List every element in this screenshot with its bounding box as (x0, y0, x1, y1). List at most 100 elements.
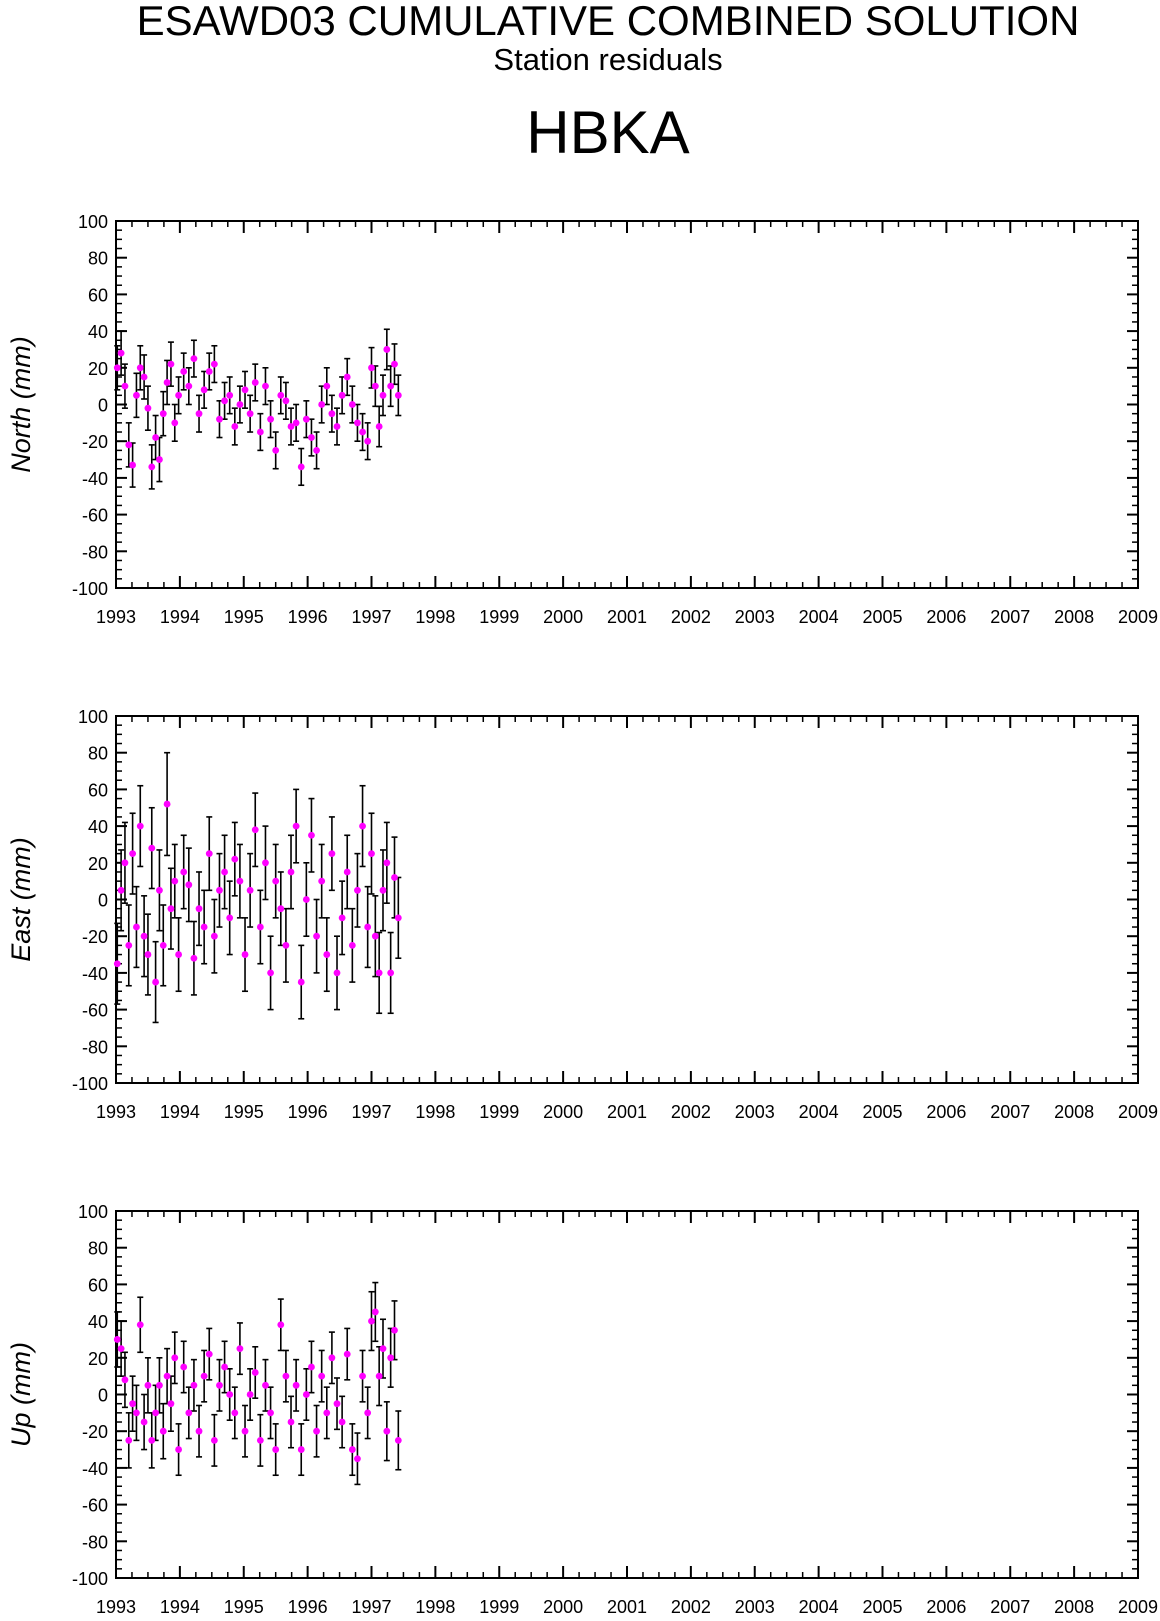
north-x-tick-label: 1997 (351, 607, 391, 627)
up-x-tick-label: 2005 (862, 1597, 902, 1617)
east-x-tick-label: 2009 (1118, 1102, 1158, 1122)
east-data-point (302, 896, 310, 903)
north-x-tick-label: 1998 (415, 607, 455, 627)
east-x-tick-label: 2002 (671, 1102, 711, 1122)
up-data-point (125, 1436, 133, 1444)
up-data-point (163, 1372, 171, 1380)
up-data-point (359, 1372, 366, 1380)
north-x-tick-label: 1999 (479, 607, 519, 627)
up-data-point (216, 1381, 223, 1389)
north-data-point (302, 415, 310, 423)
east-data-point (210, 932, 218, 940)
east-data-point (133, 923, 140, 931)
north-data-point (246, 410, 254, 418)
north-data-point (333, 423, 341, 430)
north-data-point (152, 434, 160, 441)
north-data-point (144, 404, 152, 412)
east-data-point (152, 978, 160, 986)
east-y-tick-label: 0 (98, 891, 108, 911)
east-data-point (205, 850, 213, 858)
up-x-tick-label: 1998 (415, 1597, 455, 1617)
up-data-point (171, 1354, 179, 1362)
north-x-tick-label: 2009 (1118, 607, 1158, 627)
east-x-tick-label: 2008 (1054, 1102, 1094, 1122)
station-name: HBKA (526, 99, 690, 166)
north-data-point (216, 415, 223, 423)
east-data-point (354, 886, 361, 894)
up-x-tick-label: 2006 (926, 1597, 966, 1617)
up-x-tick-label: 2009 (1118, 1597, 1158, 1617)
up-x-tick-label: 2008 (1054, 1597, 1094, 1617)
north-data-point (133, 391, 140, 399)
north-data-point (180, 368, 188, 375)
north-data-point (163, 379, 171, 386)
up-data-point (292, 1381, 300, 1389)
up-data-point (297, 1446, 305, 1453)
north-x-tick-label: 1994 (160, 607, 200, 627)
east-data-point (282, 941, 290, 949)
north-data-point (226, 391, 234, 399)
north-y-tick-label: 40 (88, 322, 108, 342)
east-data-point (136, 822, 144, 830)
up-data-point (167, 1400, 175, 1408)
up-data-point (387, 1354, 395, 1362)
north-data-point (136, 364, 144, 372)
east-x-tick-label: 1999 (479, 1102, 519, 1122)
up-data-point (185, 1409, 193, 1417)
north-data-point (205, 368, 213, 375)
north-data-point (113, 364, 121, 372)
up-data-point (371, 1308, 379, 1316)
east-data-point (125, 941, 133, 949)
north-data-point (338, 391, 346, 399)
north-plot-frame (115, 220, 1139, 589)
north-data-point (156, 456, 163, 463)
east-data-point (328, 850, 336, 858)
east-y-axis-label: East (mm) (6, 837, 36, 962)
north-x-tick-label: 2005 (862, 607, 902, 627)
north-y-tick-label: 100 (78, 212, 108, 232)
up-y-tick-label: 60 (88, 1275, 108, 1295)
up-y-tick-label: -40 (82, 1459, 108, 1479)
east-data-point (364, 923, 372, 931)
up-data-point (379, 1345, 387, 1353)
east-data-point (231, 855, 239, 863)
east-data-point (359, 822, 366, 830)
east-data-point (323, 951, 331, 958)
east-data-point (180, 868, 188, 876)
north-data-point (148, 463, 156, 471)
up-data-point (113, 1336, 121, 1343)
north-x-tick-label: 1993 (96, 607, 136, 627)
east-data-point (190, 954, 198, 962)
north-data-point (368, 364, 375, 372)
up-data-point (328, 1354, 336, 1362)
up-y-tick-label: 100 (78, 1202, 108, 1222)
east-y-tick-label: 40 (88, 817, 108, 837)
up-data-point (231, 1409, 239, 1417)
up-data-point (262, 1381, 269, 1389)
east-data-point (216, 886, 223, 894)
up-y-axis-label: Up (mm) (6, 1342, 36, 1447)
up-data-point (148, 1436, 156, 1444)
north-y-tick-label: -100 (72, 579, 108, 599)
north-x-tick-label: 2000 (543, 607, 583, 627)
east-y-tick-label: 80 (88, 744, 108, 764)
north-data-point (391, 360, 398, 368)
north-data-point (328, 410, 336, 418)
figure-title: ESAWD03 CUMULATIVE COMBINED SOLUTION (136, 0, 1080, 44)
east-data-point (195, 905, 203, 913)
north-data-point (241, 386, 249, 394)
up-y-tick-label: -80 (82, 1532, 108, 1552)
north-data-point (313, 446, 320, 454)
up-data-point (190, 1381, 198, 1389)
north-x-tick-label: 2004 (799, 607, 839, 627)
east-data-point (117, 886, 125, 894)
east-data-point (375, 969, 383, 977)
north-data-point (140, 373, 148, 381)
up-data-point (156, 1381, 163, 1389)
up-data-point (195, 1427, 203, 1435)
north-data-point (272, 446, 280, 454)
north-data-point (364, 437, 372, 445)
up-data-point (282, 1372, 290, 1380)
north-x-tick-label: 2003 (735, 607, 775, 627)
up-data-point (318, 1372, 326, 1380)
